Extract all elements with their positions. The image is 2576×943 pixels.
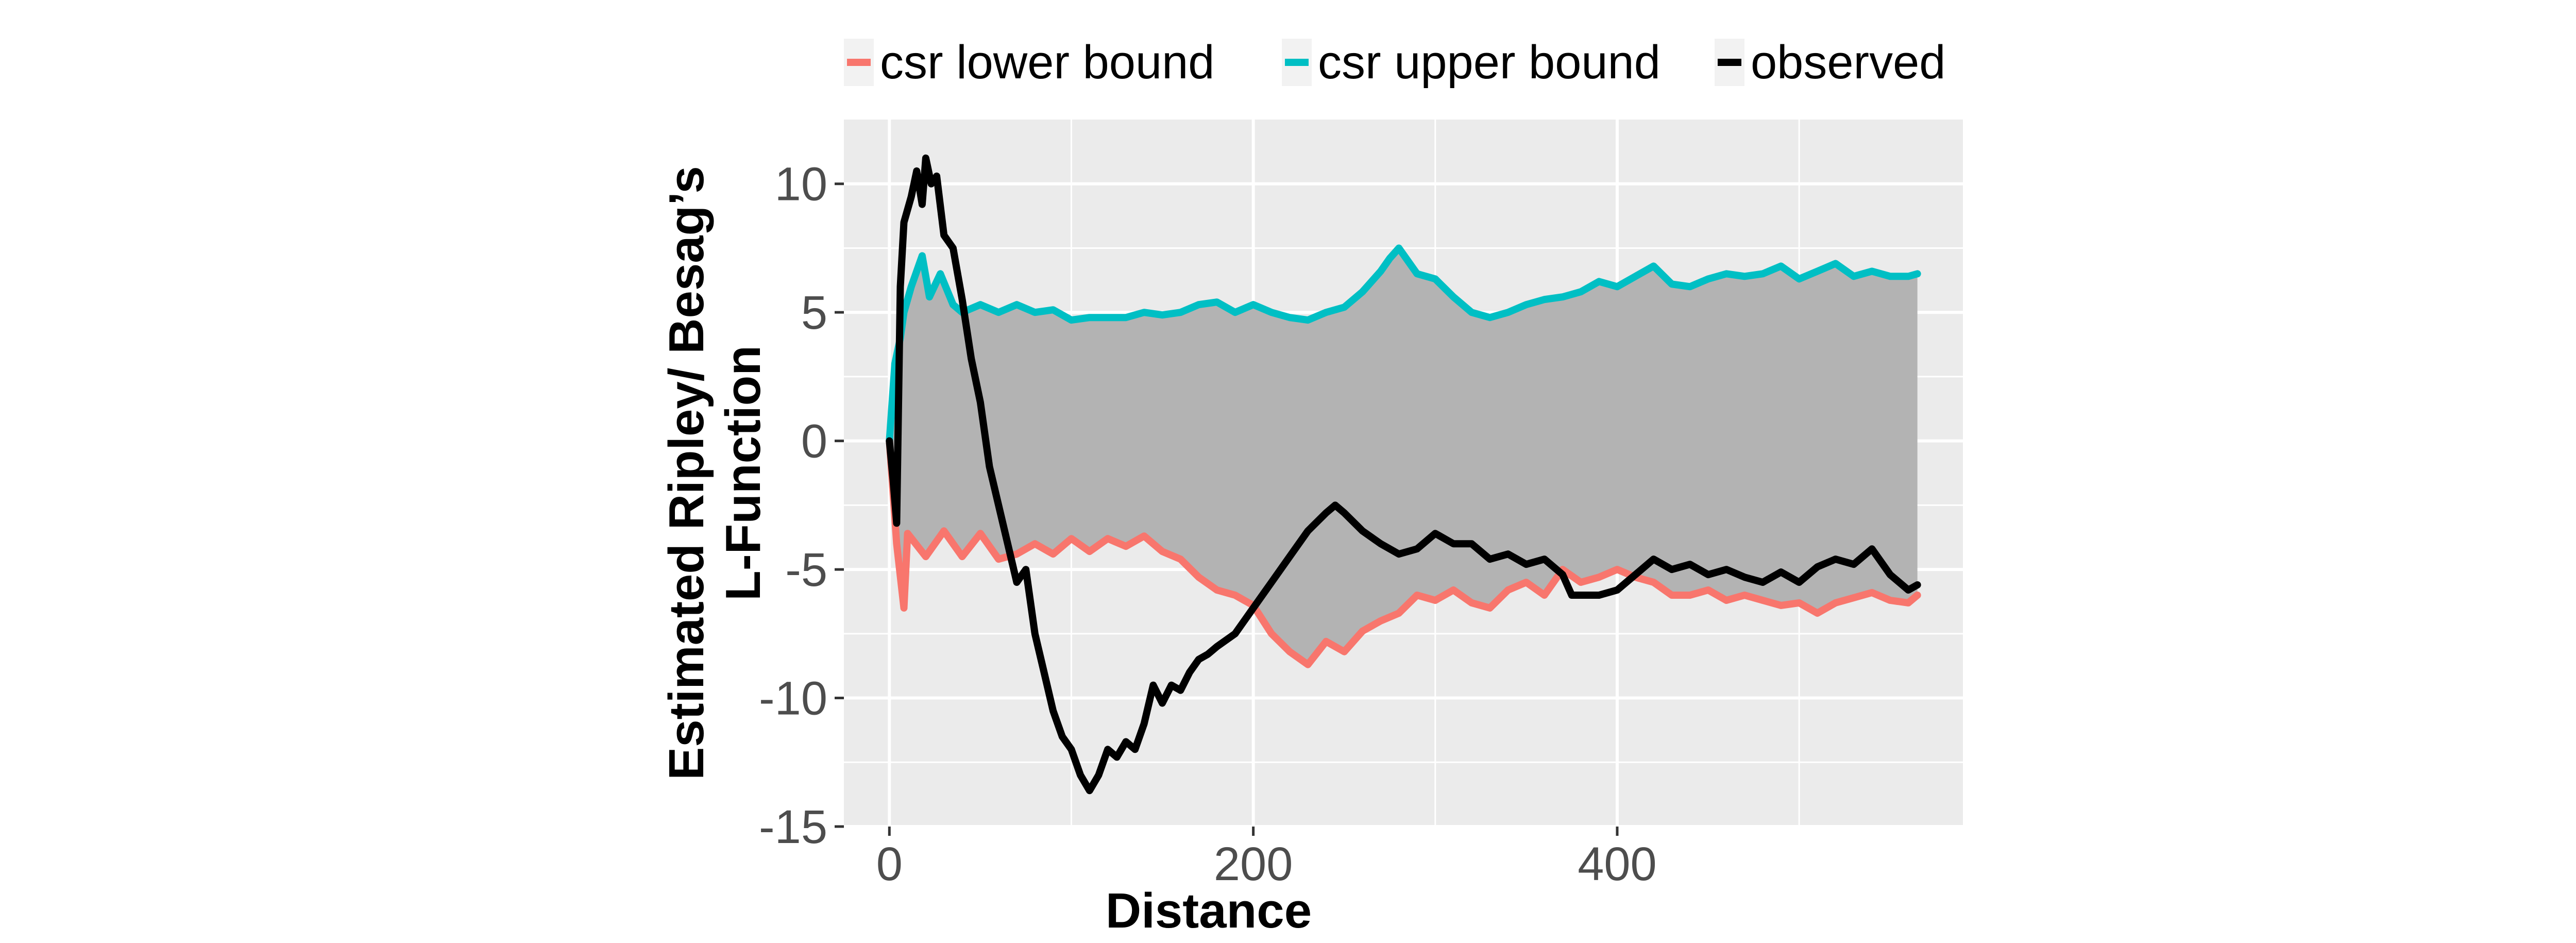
legend-label: csr lower bound [880, 36, 1214, 89]
series-line-csr-upper-bound [886, 244, 1921, 445]
x-axis-title: Distance [1106, 883, 1312, 938]
y-axis-title-line-2: L-Function [716, 345, 771, 601]
y-tick-label: 5 [801, 287, 827, 339]
x-tick-label: 0 [876, 838, 903, 890]
x-tick-label: 200 [1214, 838, 1293, 890]
y-tick-label: 10 [775, 158, 827, 211]
y-tick-label: -15 [759, 801, 827, 853]
y-tick-label: -5 [785, 544, 827, 596]
y-axis: 10 5 0 -5 -10 -15 [759, 158, 844, 853]
series-line-observed [886, 154, 1921, 795]
legend-label: observed [1751, 36, 1945, 89]
x-tick-label: 400 [1578, 838, 1657, 890]
x-axis: 0 200 400 [876, 827, 1657, 890]
y-tick-label: -10 [759, 672, 827, 725]
legend: csr lower bound csr upper bound observed [844, 36, 1945, 89]
series-lines [886, 154, 1921, 795]
legend-label: csr upper bound [1318, 36, 1660, 89]
y-axis-title-line-1: Estimated Ripley/ Besag’s [659, 166, 714, 780]
y-tick-label: 0 [801, 415, 827, 468]
series-line-csr-lower-bound [886, 437, 1921, 668]
